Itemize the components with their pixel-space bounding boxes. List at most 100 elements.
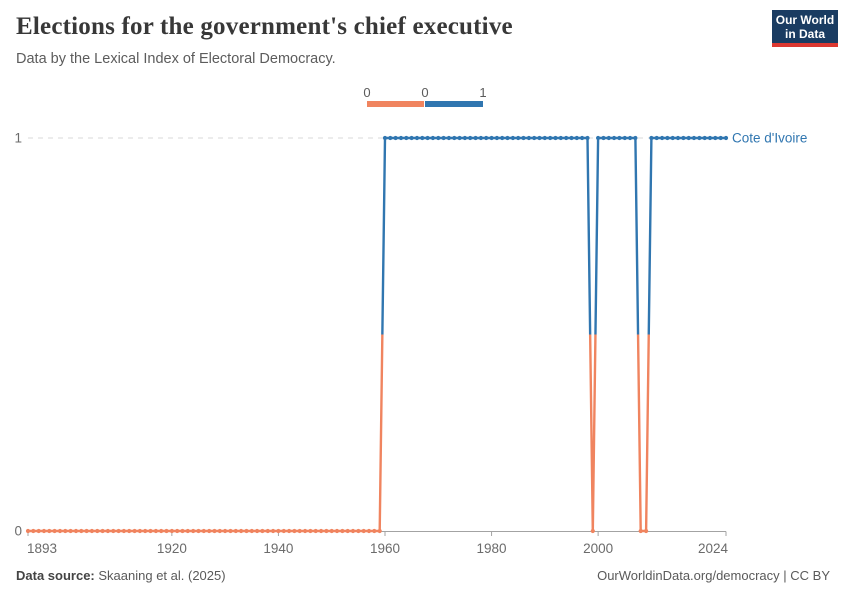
data-point-1949: [324, 528, 329, 534]
data-point-1995: [569, 135, 574, 141]
data-point-1957: [366, 528, 372, 534]
data-point-1938: [265, 528, 270, 534]
data-point-1942: [287, 528, 292, 534]
data-point-2013: [665, 135, 670, 141]
data-point-1953: [345, 528, 350, 534]
data-point-1994: [564, 135, 569, 141]
footer-links: OurWorldinData.org/democracy | CC BY: [597, 568, 830, 583]
data-point-1988: [532, 135, 537, 141]
data-point-2000: [596, 135, 601, 141]
data-point-1972: [446, 135, 451, 141]
data-point-1996: [574, 135, 579, 141]
data-point-1992: [553, 135, 558, 141]
data-point-1958: [372, 528, 377, 534]
data-point-1991: [548, 135, 553, 141]
data-point-2010: [649, 135, 654, 141]
data-point-2018: [691, 135, 697, 141]
x-tick-label-1940: 1940: [263, 541, 293, 556]
data-point-1903: [79, 528, 84, 534]
data-point-1986: [521, 135, 526, 141]
data-point-1952: [340, 528, 345, 534]
data-point-1948: [319, 528, 324, 534]
data-point-1939: [271, 528, 276, 534]
data-point-1971: [441, 135, 446, 141]
data-point-1932: [233, 528, 238, 534]
data-point-1997: [580, 135, 585, 141]
data-point-1925: [196, 528, 201, 534]
data-point-1909: [111, 528, 116, 534]
data-point-1908: [105, 528, 110, 534]
data-point-1905: [89, 528, 94, 534]
owid-logo[interactable]: Our World in Data: [772, 10, 838, 47]
data-point-1904: [84, 528, 89, 534]
series-line[interactable]: [25, 135, 729, 534]
data-point-1993: [558, 135, 563, 141]
data-point-2023: [718, 135, 723, 141]
data-point-1931: [228, 528, 233, 534]
data-point-1961: [388, 135, 393, 141]
legend-bin-1[interactable]: [425, 101, 483, 107]
data-point-1916: [148, 528, 153, 534]
data-point-1935: [249, 528, 254, 534]
y-tick-label-1: 1: [14, 131, 22, 146]
data-point-1950: [329, 528, 334, 534]
data-point-1956: [361, 528, 366, 534]
data-point-1985: [516, 135, 521, 141]
data-point-2012: [660, 135, 665, 141]
data-point-1979: [484, 135, 489, 141]
line-chart[interactable]: 1893 1920 1940 1960 1980 2000 2024 0 1 Cote d'Ivo…: [0, 0, 850, 565]
data-point-2015: [675, 135, 681, 141]
data-point-1990: [542, 135, 547, 141]
data-point-1980: [489, 135, 494, 141]
data-point-1921: [175, 528, 180, 534]
data-source-value: Skaaning et al. (2025): [98, 568, 226, 583]
data-point-2011: [654, 135, 659, 141]
data-point-1970: [436, 135, 441, 141]
x-tick-label-1980: 1980: [477, 541, 507, 556]
data-point-1981: [494, 135, 499, 141]
data-point-1913: [132, 528, 137, 534]
data-point-1927: [207, 528, 212, 534]
data-point-1946: [308, 528, 313, 534]
legend-label-max: 1: [479, 85, 487, 100]
legend-label-min: 0: [363, 85, 371, 100]
data-point-2021: [707, 135, 713, 141]
data-point-1982: [500, 135, 505, 141]
data-point-1915: [143, 528, 148, 534]
data-point-1998: [585, 135, 590, 141]
entity-label[interactable]: Cote d'Ivoire: [732, 131, 807, 146]
data-point-1965: [409, 135, 414, 141]
data-point-1969: [430, 135, 435, 141]
x-tick-label-1960: 1960: [370, 541, 400, 556]
x-tick-label-1920: 1920: [157, 541, 187, 556]
owid-logo-line2: in Data: [784, 26, 825, 41]
data-point-1912: [127, 528, 132, 534]
owid-link[interactable]: OurWorldinData.org/democracy: [597, 568, 780, 583]
data-point-1975: [462, 135, 467, 141]
data-point-1900: [63, 528, 68, 534]
data-point-2004: [617, 135, 622, 141]
data-point-2006: [628, 135, 633, 141]
data-point-2009: [644, 528, 649, 534]
legend-bar: [367, 101, 483, 107]
data-point-1973: [452, 135, 457, 141]
series-line-low: [28, 334, 650, 533]
data-point-1917: [153, 528, 158, 534]
data-point-1911: [121, 528, 126, 534]
legend-label-mid: 0: [421, 85, 429, 100]
data-point-1978: [478, 135, 483, 141]
data-point-1897: [47, 528, 52, 534]
data-point-1930: [223, 528, 228, 534]
legend-bin-0[interactable]: [367, 101, 424, 107]
data-point-1966: [414, 135, 420, 141]
data-point-1906: [95, 528, 100, 534]
data-point-1999: [590, 528, 595, 534]
data-point-1963: [398, 135, 404, 141]
data-point-2024: [723, 135, 729, 141]
data-point-1893: [25, 528, 31, 534]
data-point-1902: [73, 528, 79, 534]
data-point-1926: [201, 528, 206, 534]
data-point-1955: [356, 528, 361, 534]
data-point-2019: [697, 135, 702, 141]
data-point-1918: [159, 528, 164, 534]
